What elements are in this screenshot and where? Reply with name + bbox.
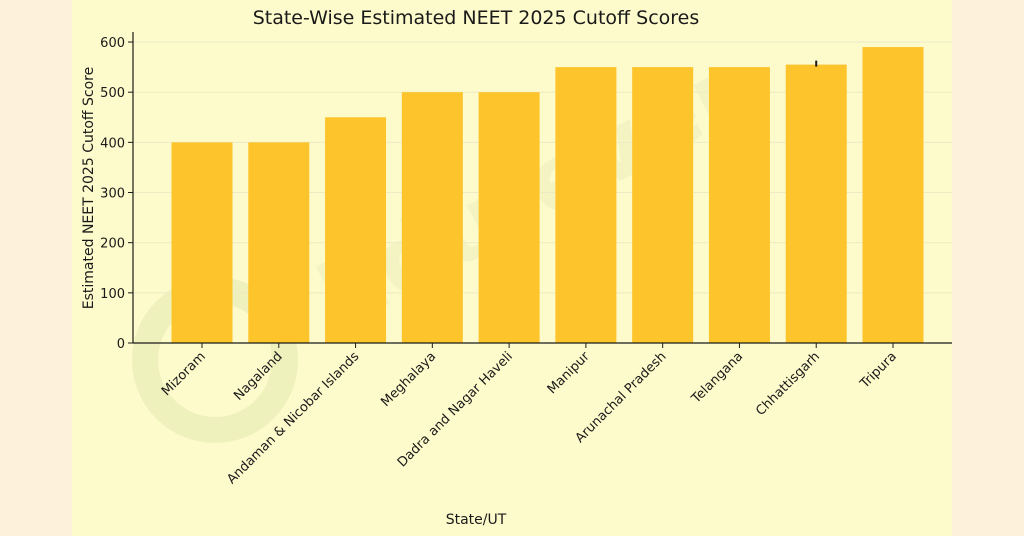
y-tick-label: 600: [100, 36, 125, 51]
bar-telangana: [708, 67, 770, 343]
x-tick-label: Chhattisgarh: [753, 349, 823, 419]
y-tick-labels: 0 100 200 300 400 500 600: [100, 36, 133, 352]
x-tick-label: Telangana: [688, 349, 746, 407]
y-tick-label: 100: [100, 287, 125, 302]
x-tick-label: Manipur: [545, 349, 593, 397]
x-axis-label: State/UT: [446, 512, 507, 528]
bar-andaman-nicobar-islands: [325, 117, 387, 343]
bar-chhattisgarh: [785, 64, 847, 344]
bar-arunachal-pradesh: [632, 67, 694, 343]
y-tick-label: 400: [100, 136, 125, 151]
bar-nagaland: [248, 142, 310, 343]
bars: [171, 47, 924, 344]
axes: [132, 32, 952, 344]
y-tick-label: 500: [100, 86, 125, 101]
bar-tripura: [862, 47, 924, 343]
y-axis-label: Estimated NEET 2025 Cutoff Score: [81, 67, 97, 309]
y-tick-label: 200: [100, 237, 125, 252]
y-tick-label: 300: [100, 187, 125, 202]
x-tick-label: Tripura: [857, 349, 900, 392]
bar-manipur: [555, 67, 617, 343]
bar-mizoram: [171, 142, 233, 343]
bar-dadra-and-nagar-haveli: [478, 92, 540, 344]
chart-title: State-Wise Estimated NEET 2025 Cutoff Sc…: [253, 7, 700, 29]
bar-meghalaya: [401, 92, 463, 344]
x-tick-label: Meghalaya: [378, 349, 439, 410]
y-tick-label: 0: [117, 337, 125, 352]
x-tick-label: Mizoram: [159, 349, 209, 399]
